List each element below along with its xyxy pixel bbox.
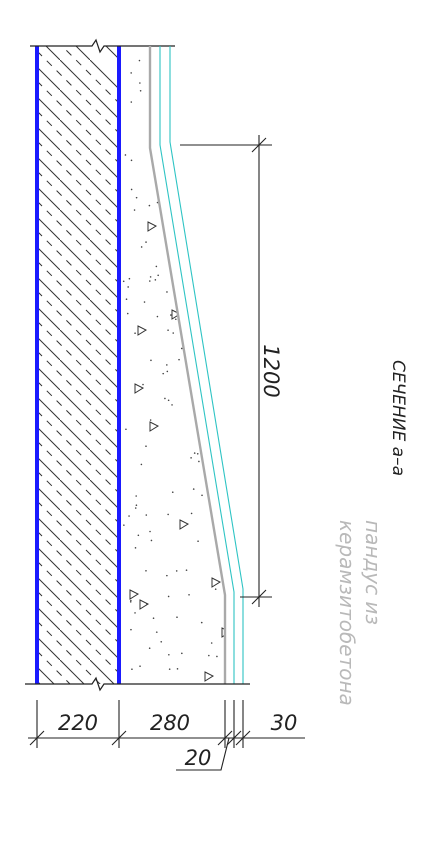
wall-top-break-line <box>30 38 175 54</box>
bottom-break-line <box>25 676 250 692</box>
dimension-slope-height <box>180 135 272 607</box>
material-note-line2: керамзитобетона <box>335 520 359 706</box>
dimension-30-label: 30 <box>271 711 298 735</box>
dimension-280-label: 280 <box>150 711 190 735</box>
finish-line-inner <box>159 46 235 684</box>
finish-line-outer <box>169 46 244 684</box>
ramp-fill-stipple <box>122 59 225 682</box>
wall-hatch <box>37 46 119 684</box>
dimension-1200-label: 1200 <box>259 344 283 397</box>
dimension-20-label: 20 <box>185 746 212 770</box>
material-note-line1: пандус из <box>361 520 385 625</box>
dimension-220-label: 220 <box>58 711 98 735</box>
dimension-chain-bottom <box>28 700 305 771</box>
section-title: СЕЧЕНИЕ а–а <box>388 360 408 476</box>
screed-line <box>148 46 227 684</box>
